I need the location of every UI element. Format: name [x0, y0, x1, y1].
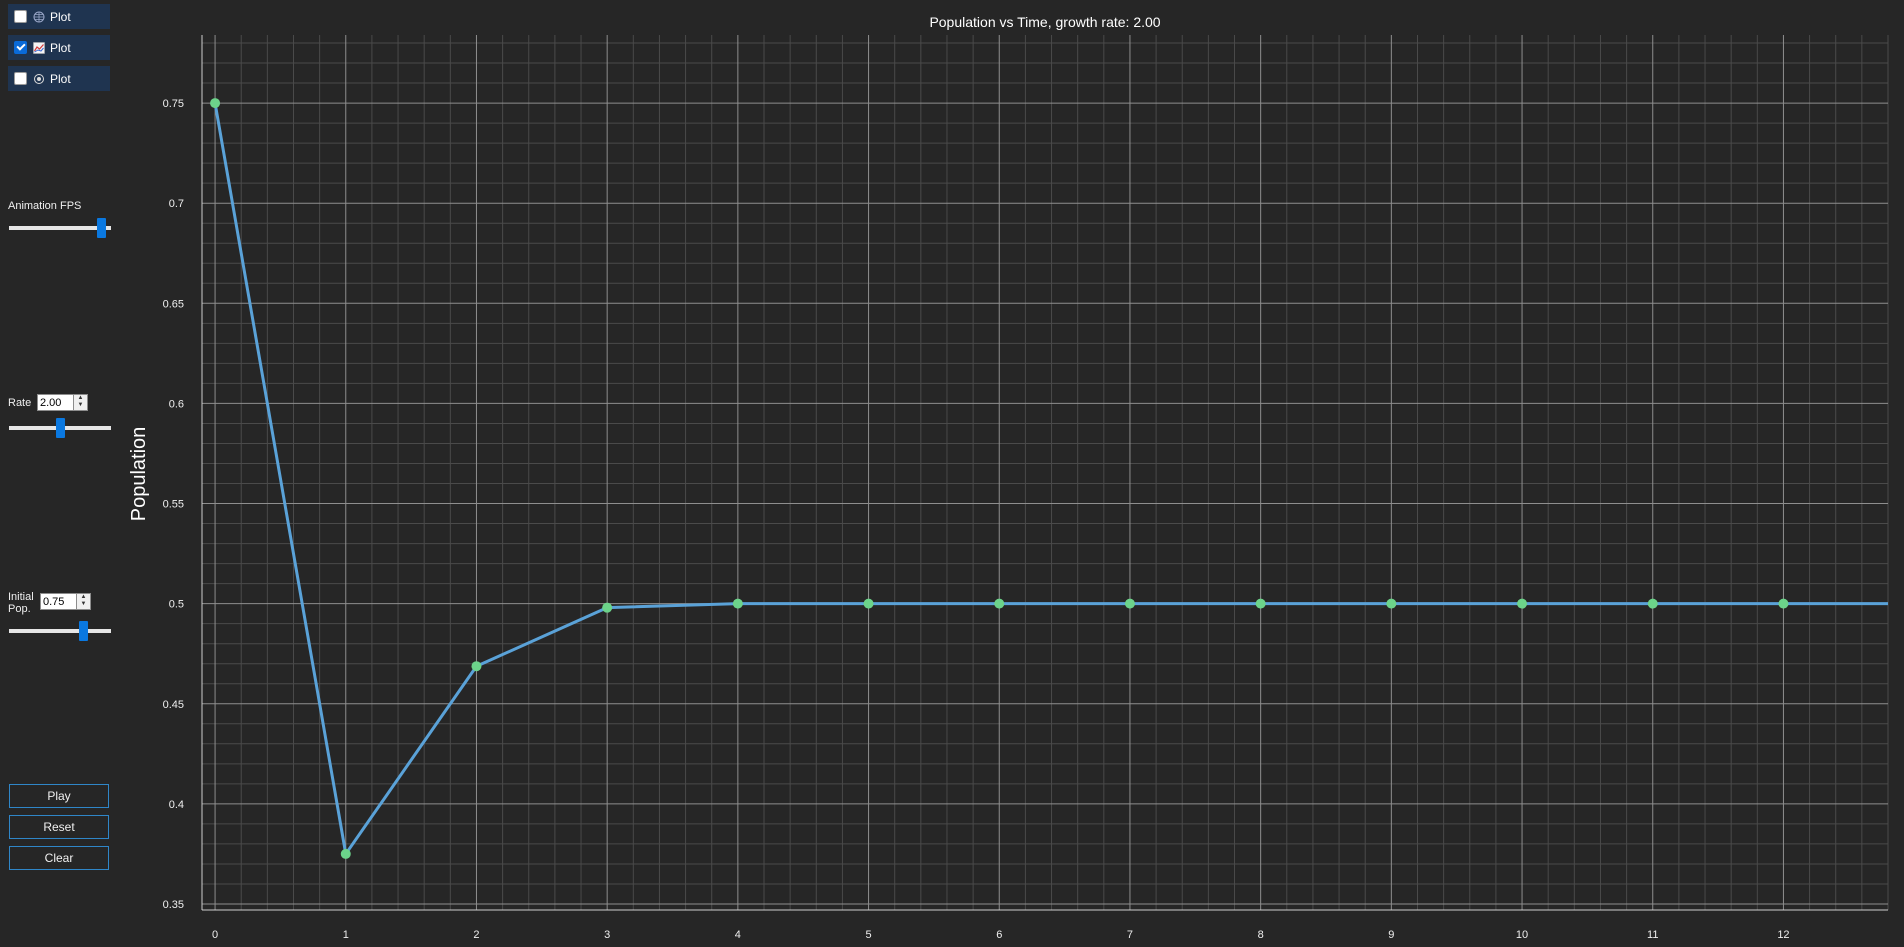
y-tick-labels: 0.35 0.4 0.45 0.5 0.55 0.6 0.65 0.7 0.75 — [163, 98, 184, 911]
initial-pop-label-line1: Initial — [8, 591, 34, 603]
x-tick-label: 9 — [1388, 929, 1394, 941]
checkbox-checked-icon[interactable] — [14, 41, 27, 54]
rate-label: Rate — [8, 397, 32, 409]
y-tick-label: 0.5 — [169, 599, 184, 611]
plot-toggle-globe[interactable]: Plot — [8, 4, 110, 29]
data-point — [471, 661, 482, 672]
x-tick-label: 11 — [1647, 929, 1658, 941]
y-tick-label: 0.7 — [169, 198, 184, 210]
data-point — [1255, 598, 1266, 609]
data-point — [1647, 598, 1658, 609]
checkbox-icon[interactable] — [14, 72, 27, 85]
x-tick-label: 6 — [996, 929, 1002, 941]
data-point — [994, 598, 1005, 609]
data-point — [1124, 598, 1135, 609]
flower-icon — [34, 73, 44, 84]
fps-slider-handle[interactable] — [97, 218, 107, 238]
data-point — [1778, 598, 1789, 609]
initial-pop-spinbox[interactable]: 0.75 ▲ ▼ — [40, 593, 91, 610]
data-point — [1517, 598, 1528, 609]
series-line — [213, 102, 1888, 856]
y-tick-label: 0.4 — [169, 799, 184, 811]
plot-toggle-label: Plot — [50, 40, 71, 55]
clear-button-label: Clear — [44, 851, 74, 865]
fps-label: Animation FPS — [8, 200, 82, 212]
axes — [201, 35, 1888, 911]
data-point — [732, 598, 743, 609]
play-button-label: Play — [47, 789, 71, 803]
x-tick-label: 3 — [604, 929, 610, 941]
reset-button-label: Reset — [43, 820, 75, 834]
x-tick-labels: 0 1 2 3 4 5 6 7 8 9 10 11 12 — [212, 929, 1790, 941]
clear-button[interactable]: Clear — [9, 846, 109, 870]
initial-pop-slider-handle[interactable] — [78, 621, 88, 641]
checkbox-icon[interactable] — [14, 10, 27, 23]
y-tick-label: 0.65 — [163, 298, 184, 310]
y-tick-label: 0.35 — [163, 899, 184, 911]
x-tick-label: 8 — [1258, 929, 1264, 941]
data-point — [602, 602, 613, 613]
fps-slider[interactable] — [9, 226, 111, 230]
x-tick-label: 4 — [735, 929, 741, 941]
x-tick-label: 0 — [212, 929, 218, 941]
control-panel: Plot Plot Plot Animation FPS Rate 2.00 ▲… — [0, 0, 120, 947]
plot-toggle-label: Plot — [50, 71, 71, 86]
data-point — [210, 98, 221, 109]
x-tick-label: 7 — [1127, 929, 1133, 941]
x-tick-label: 2 — [473, 929, 479, 941]
x-tick-label: 5 — [865, 929, 871, 941]
population-series — [210, 98, 1888, 859]
data-point — [863, 598, 874, 609]
rate-spinbox[interactable]: 2.00 ▲ ▼ — [37, 394, 88, 411]
rate-spin-arrows[interactable]: ▲ ▼ — [73, 395, 87, 410]
initial-pop-value: 0.75 — [43, 595, 65, 608]
rate-value: 2.00 — [40, 396, 62, 409]
initial-pop-slider[interactable] — [9, 629, 111, 633]
reset-button[interactable]: Reset — [9, 815, 109, 839]
minor-grid — [202, 35, 1889, 910]
data-point — [1386, 598, 1397, 609]
plot-toggle-flower[interactable]: Plot — [8, 66, 110, 91]
line-chart-icon — [33, 41, 45, 54]
play-button[interactable]: Play — [9, 784, 109, 808]
x-tick-label: 10 — [1516, 929, 1528, 941]
y-tick-label: 0.45 — [163, 699, 184, 711]
rate-slider-handle[interactable] — [55, 418, 65, 438]
y-tick-label: 0.75 — [163, 98, 184, 110]
chart-title: Population vs Time, growth rate: 2.00 — [929, 14, 1160, 30]
globe-icon — [33, 11, 45, 22]
y-axis-label: Population — [128, 427, 150, 522]
y-tick-label: 0.55 — [163, 499, 184, 511]
data-point — [340, 848, 351, 859]
x-tick-label: 12 — [1777, 929, 1789, 941]
x-tick-label: 1 — [343, 929, 349, 941]
plot-toggle-label: Plot — [50, 9, 71, 24]
y-tick-label: 0.6 — [169, 398, 184, 410]
plot-toggle-line-chart[interactable]: Plot — [8, 35, 110, 60]
major-grid — [202, 35, 1888, 910]
initial-pop-spin-arrows[interactable]: ▲ ▼ — [76, 594, 90, 609]
initial-pop-label-line2: Pop. — [8, 603, 31, 615]
